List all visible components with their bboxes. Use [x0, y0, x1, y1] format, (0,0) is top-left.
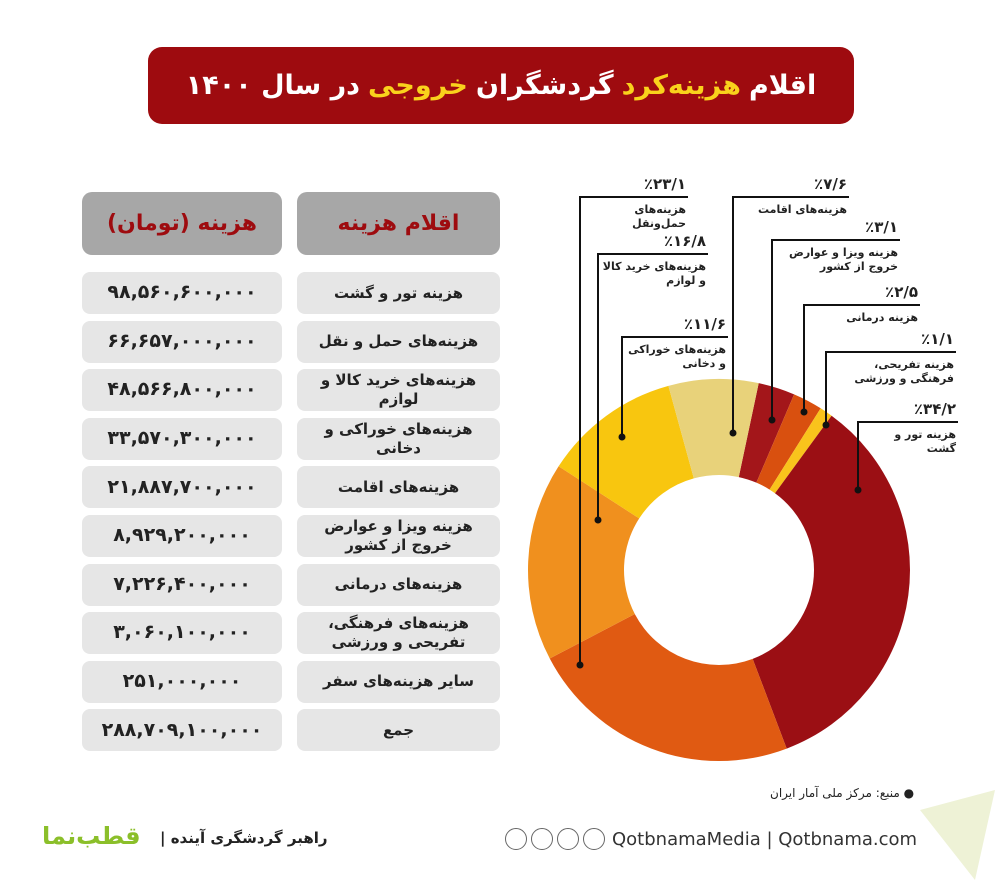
- percent-label: ٪۲۳/۱: [643, 175, 686, 193]
- leader-line: [771, 239, 900, 420]
- leader-dot: [594, 516, 602, 524]
- item-cell: هزینه ویزا و عوارض خروج از کشور: [297, 515, 500, 557]
- item-cell: سایر هزینه‌های سفر: [297, 660, 500, 703]
- title-part: در سال ۱۴۰۰: [185, 70, 361, 101]
- logo: قطب‌نما: [42, 822, 141, 850]
- leader-line: [579, 196, 688, 665]
- leader-dot: [618, 433, 626, 441]
- leader-line: [597, 253, 708, 520]
- amount-cell: ۶۶,۶۵۷,۰۰۰,۰۰۰: [82, 320, 282, 363]
- amount-cell: ۳,۰۶۰,۱۰۰,۰۰۰: [82, 612, 282, 655]
- leader-dot: [800, 408, 808, 416]
- slice-label: ٪۱۶/۸ هزینه‌های خرید کالا و لوازم: [602, 232, 706, 288]
- leader-line: [803, 304, 920, 412]
- icon: [583, 828, 605, 850]
- amount-cell: ۷,۲۲۶,۴۰۰,۰۰۰: [82, 563, 282, 606]
- leader-dot: [729, 429, 737, 437]
- slice: [769, 408, 832, 494]
- icon: [531, 828, 553, 850]
- item-cell: هزینه‌های درمانی: [297, 563, 500, 606]
- slice-name: هزینه تور و گشت: [894, 427, 956, 455]
- amount-cell: ۳۳,۵۷۰,۳۰۰,۰۰۰: [82, 417, 282, 460]
- title-part: هزینه‌کرد: [621, 70, 741, 101]
- leader-line: [857, 421, 958, 490]
- title-part: خروجی: [368, 70, 468, 101]
- amount-cell: ۹۸,۵۶۰,۶۰۰,۰۰۰: [82, 272, 282, 314]
- amount-cell: ۲۸۸,۷۰۹,۱۰۰,۰۰۰: [82, 709, 282, 752]
- amount-cell: ۲۱,۸۸۷,۷۰۰,۰۰۰: [82, 466, 282, 509]
- percent-label: ٪۱۱/۶: [683, 315, 726, 333]
- slice: [756, 394, 821, 490]
- leader-line: [621, 336, 728, 437]
- title-part: گردشگران: [475, 70, 614, 101]
- website: QotbnamaMedia | Qotbnama.com: [612, 829, 918, 850]
- item-cell: هزینه‌های فرهنگی، تفریحی و ورزشی: [297, 612, 500, 655]
- leader-dot: [822, 421, 830, 429]
- leader-line: [825, 351, 956, 425]
- slice-label: ٪۱۱/۶ هزینه‌های خوراکی و دخانی: [626, 315, 726, 371]
- column-header: هزینه (تومان): [82, 192, 282, 255]
- slice-name: هزینه‌های خرید کالا و لوازم: [602, 259, 706, 287]
- item-cell: جمع: [297, 709, 500, 752]
- percent-label: ٪۱/۱: [921, 330, 954, 348]
- slice-label: ٪۳۴/۲ هزینه تور و گشت: [862, 400, 956, 456]
- percent-label: ٪۳/۱: [865, 218, 898, 236]
- slice-label: ٪۷/۶ هزینه‌های اقامت: [737, 175, 847, 217]
- slice: [668, 379, 759, 479]
- leader-dot: [576, 661, 584, 669]
- slice-name: هزینه‌های خوراکی و دخانی: [628, 342, 726, 370]
- source-text: منبع: مرکز ملی آمار ایران: [770, 786, 900, 800]
- item-cell: هزینه‌های خرید کالا و لوازم: [297, 369, 500, 412]
- amount-cell: ۴۸,۵۶۶,۸۰۰,۰۰۰: [82, 369, 282, 412]
- decor: [920, 790, 995, 880]
- slice-label: ٪۲۳/۱ هزینه‌های حمل‌ونقل: [584, 175, 686, 231]
- social-icons: [505, 828, 605, 850]
- column-header: اقلام هزینه: [297, 192, 500, 255]
- slogan: راهبر گردشگری آینده |: [160, 829, 328, 847]
- slice: [528, 466, 640, 659]
- slice-name: هزینه‌های حمل‌ونقل: [632, 202, 686, 230]
- item-cell: هزینه تور و گشت: [297, 272, 500, 314]
- title-part: اقلام: [748, 70, 817, 101]
- amount-cell: ۸,۹۲۹,۲۰۰,۰۰۰: [82, 515, 282, 557]
- slice-label: ٪۳/۱ هزینه ویزا و عوارض خروج از کشور: [776, 218, 898, 274]
- leader-dot: [854, 486, 862, 494]
- title-banner: اقلام هزینه‌کرد گردشگران خروجی در سال ۱۴…: [148, 47, 854, 124]
- percent-label: ٪۷/۶: [814, 175, 847, 193]
- item-cell: هزینه‌های حمل و نقل: [297, 320, 500, 363]
- slice: [558, 385, 694, 519]
- slice-label: ٪۲/۵ هزینه درمانی: [808, 283, 918, 325]
- slice: [752, 415, 911, 749]
- slice-label: ٪۱/۱ هزینه تفریحی، فرهنگی و ورزشی: [830, 330, 954, 386]
- percent-label: ٪۱۶/۸: [663, 232, 706, 250]
- source: ● منبع: مرکز ملی آمار ایران: [770, 786, 915, 800]
- item-cell: هزینه‌های اقامت: [297, 466, 500, 509]
- slice: [738, 383, 795, 483]
- slice-name: هزینه تفریحی، فرهنگی و ورزشی: [854, 357, 954, 385]
- percent-label: ٪۲/۵: [885, 283, 918, 301]
- leader-line: [732, 196, 849, 433]
- slice-name: هزینه ویزا و عوارض خروج از کشور: [789, 245, 898, 273]
- amount-cell: ۲۵۱,۰۰۰,۰۰۰: [82, 660, 282, 703]
- slice-name: هزینه درمانی: [846, 310, 918, 324]
- percent-label: ٪۳۴/۲: [913, 400, 956, 418]
- slice: [549, 614, 787, 761]
- leader-dot: [768, 416, 776, 424]
- slice-name: هزینه‌های اقامت: [758, 202, 847, 216]
- icon: [505, 828, 527, 850]
- icon: [557, 828, 579, 850]
- item-cell: هزینه‌های خوراکی و دخانی: [297, 417, 500, 460]
